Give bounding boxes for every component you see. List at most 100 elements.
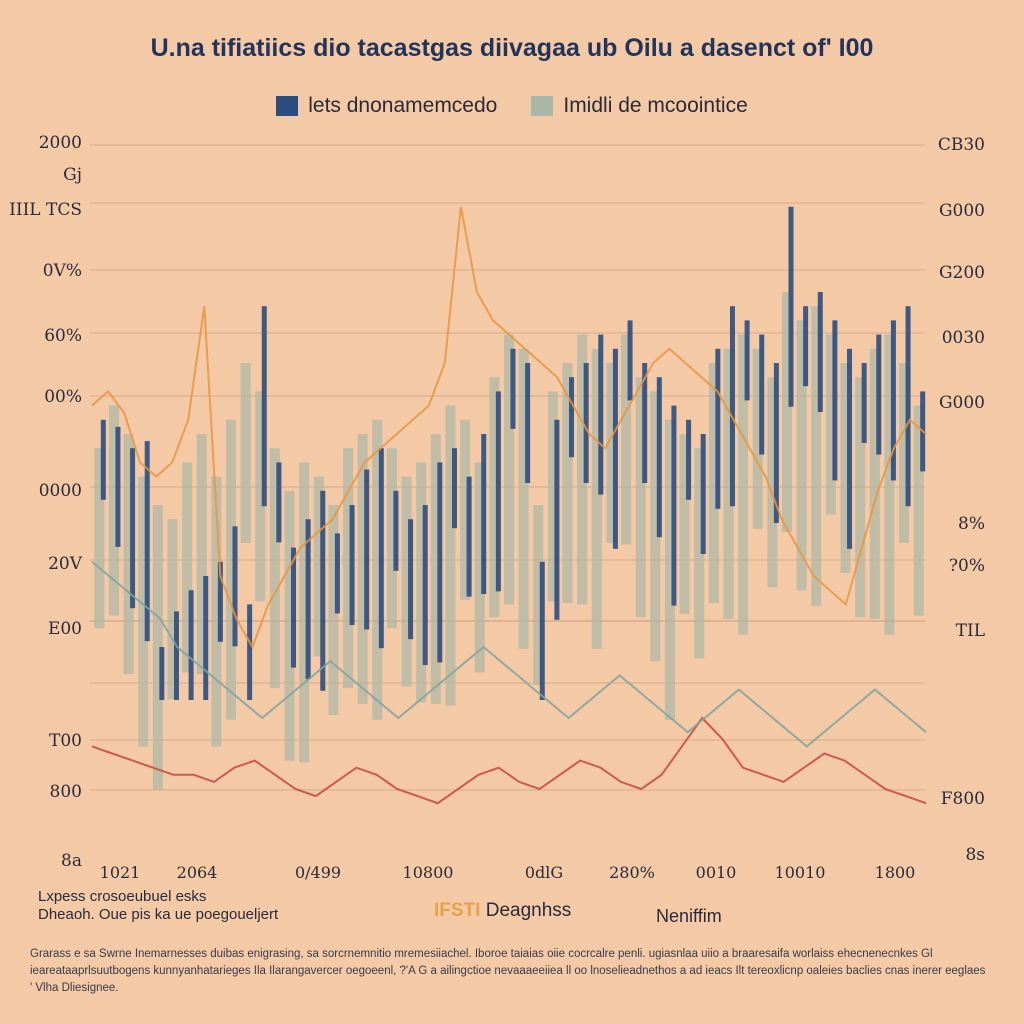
line-orange bbox=[91, 206, 927, 650]
x-tick-label: 280% bbox=[609, 863, 655, 882]
bar-light bbox=[474, 462, 485, 673]
bar-dark bbox=[159, 647, 165, 700]
bar-dark bbox=[525, 363, 531, 483]
bar-light bbox=[840, 363, 851, 573]
footer-notes: Lxpess crosoeubuel esks Dheaoh. Oue pis … bbox=[38, 888, 338, 924]
bar-light bbox=[884, 334, 895, 635]
bar-light bbox=[679, 434, 690, 614]
bar-dark bbox=[773, 363, 779, 523]
bar-light bbox=[518, 348, 529, 649]
bar-dark bbox=[334, 533, 340, 614]
x-tick-label: 2064 bbox=[177, 863, 218, 882]
bar-light bbox=[621, 334, 632, 545]
bar-dark bbox=[408, 519, 414, 640]
bar-dark bbox=[656, 377, 662, 538]
bar-light bbox=[386, 448, 397, 629]
bar-dark bbox=[422, 505, 428, 665]
left-tick-label: E00 bbox=[48, 619, 82, 639]
bar-dark bbox=[276, 462, 282, 543]
bar-light bbox=[708, 363, 719, 603]
bar-dark bbox=[554, 419, 560, 620]
bar-dark bbox=[232, 526, 238, 647]
legend-label-dark: lets dnonamemcedo bbox=[308, 94, 498, 117]
bar-light bbox=[577, 334, 588, 605]
bar-light bbox=[211, 476, 222, 747]
line-teal bbox=[91, 561, 927, 748]
x-tick-label: 0/499 bbox=[295, 863, 341, 882]
bar-light bbox=[664, 419, 675, 720]
bar-light bbox=[913, 405, 924, 616]
bar-light bbox=[782, 292, 792, 532]
right-tick-label: CB30 bbox=[938, 135, 985, 155]
bar-light bbox=[138, 476, 149, 747]
bar-dark bbox=[510, 348, 516, 429]
bar-dark bbox=[583, 363, 589, 483]
bar-dark bbox=[217, 561, 223, 642]
bar-light bbox=[811, 306, 822, 607]
bar-dark bbox=[349, 505, 355, 625]
bar-dark bbox=[627, 320, 633, 401]
bar-light bbox=[796, 320, 807, 591]
bar-dark bbox=[612, 348, 618, 549]
bar-dark bbox=[715, 348, 721, 509]
left-axis-ticks: 2000 Gj IIIL TCS 0V% 60% 00% 0000 20V E00 T00 800 8… bbox=[9, 133, 83, 871]
bar-dark bbox=[598, 334, 604, 495]
bar-light bbox=[650, 391, 661, 662]
bar-dark bbox=[876, 334, 882, 455]
bar-dark bbox=[364, 469, 370, 630]
right-axis-ticks: CB30 G000 G200 0030 G000 8% ?0% TIL F800 8s bbox=[938, 135, 985, 865]
bar-light bbox=[357, 434, 368, 704]
x-axis-ticks: 1021 2064 0/499 10800 0dlG 280% 0010 10010 1800 bbox=[100, 863, 916, 882]
x-tick-label: 10800 bbox=[403, 863, 454, 882]
bar-dark bbox=[495, 391, 501, 592]
footer-line-2: Dheaoh. Oue pis ka ue poegoueljert bbox=[38, 906, 279, 923]
left-tick-label: 0V% bbox=[43, 261, 82, 281]
footer-line-1: Lxpess crosoeubuel esks bbox=[38, 888, 207, 905]
bar-light bbox=[869, 348, 880, 619]
x-axis-label-right: Neniffim bbox=[656, 906, 722, 926]
bar-dark bbox=[130, 448, 136, 609]
bar-light bbox=[752, 348, 763, 529]
bar-dark bbox=[686, 419, 692, 500]
left-tick-label: 800 bbox=[50, 782, 82, 802]
bar-light bbox=[416, 462, 427, 703]
bar-dark bbox=[788, 206, 794, 407]
bar-light bbox=[489, 377, 500, 618]
left-tick-label: 8a bbox=[61, 851, 82, 871]
bar-dark bbox=[173, 611, 179, 700]
bar-light bbox=[445, 405, 456, 706]
bar-light bbox=[635, 377, 646, 618]
left-tick-label: 0000 bbox=[39, 481, 82, 501]
bar-dark bbox=[861, 363, 867, 443]
bar-light bbox=[313, 476, 324, 657]
bar-light bbox=[94, 448, 105, 629]
bar-light bbox=[562, 363, 573, 603]
right-tick-label: 8s bbox=[965, 845, 985, 865]
legend-label-light: Imidli de mcoointice bbox=[563, 94, 748, 117]
bar-light bbox=[284, 490, 295, 761]
bar-light bbox=[372, 419, 383, 720]
bar-light bbox=[167, 519, 178, 700]
right-tick-label: F800 bbox=[941, 789, 985, 809]
right-tick-label: G000 bbox=[939, 201, 985, 221]
legend-swatch-light bbox=[531, 96, 554, 116]
right-tick-label: 0030 bbox=[942, 328, 985, 348]
bar-dark bbox=[759, 334, 765, 455]
x-tick-label: 0dlG bbox=[525, 863, 563, 882]
bar-light bbox=[255, 391, 266, 602]
bar-light bbox=[855, 377, 866, 618]
bar-light bbox=[401, 476, 412, 687]
bar-dark bbox=[847, 348, 853, 549]
bar-light bbox=[226, 419, 236, 720]
bar-dark bbox=[320, 490, 326, 691]
x-axis-label-text: Deagnhss bbox=[485, 900, 572, 921]
chart-title: U.na tifiatiics dio tacastgas diivagaa u… bbox=[150, 34, 874, 62]
bar-dark bbox=[832, 320, 838, 481]
bar-dark bbox=[305, 519, 311, 680]
bar-light bbox=[152, 505, 163, 790]
bar-light bbox=[299, 462, 310, 763]
bar-light bbox=[269, 448, 280, 689]
left-tick-label: 2000 bbox=[39, 133, 82, 153]
bar-dark bbox=[744, 320, 750, 401]
